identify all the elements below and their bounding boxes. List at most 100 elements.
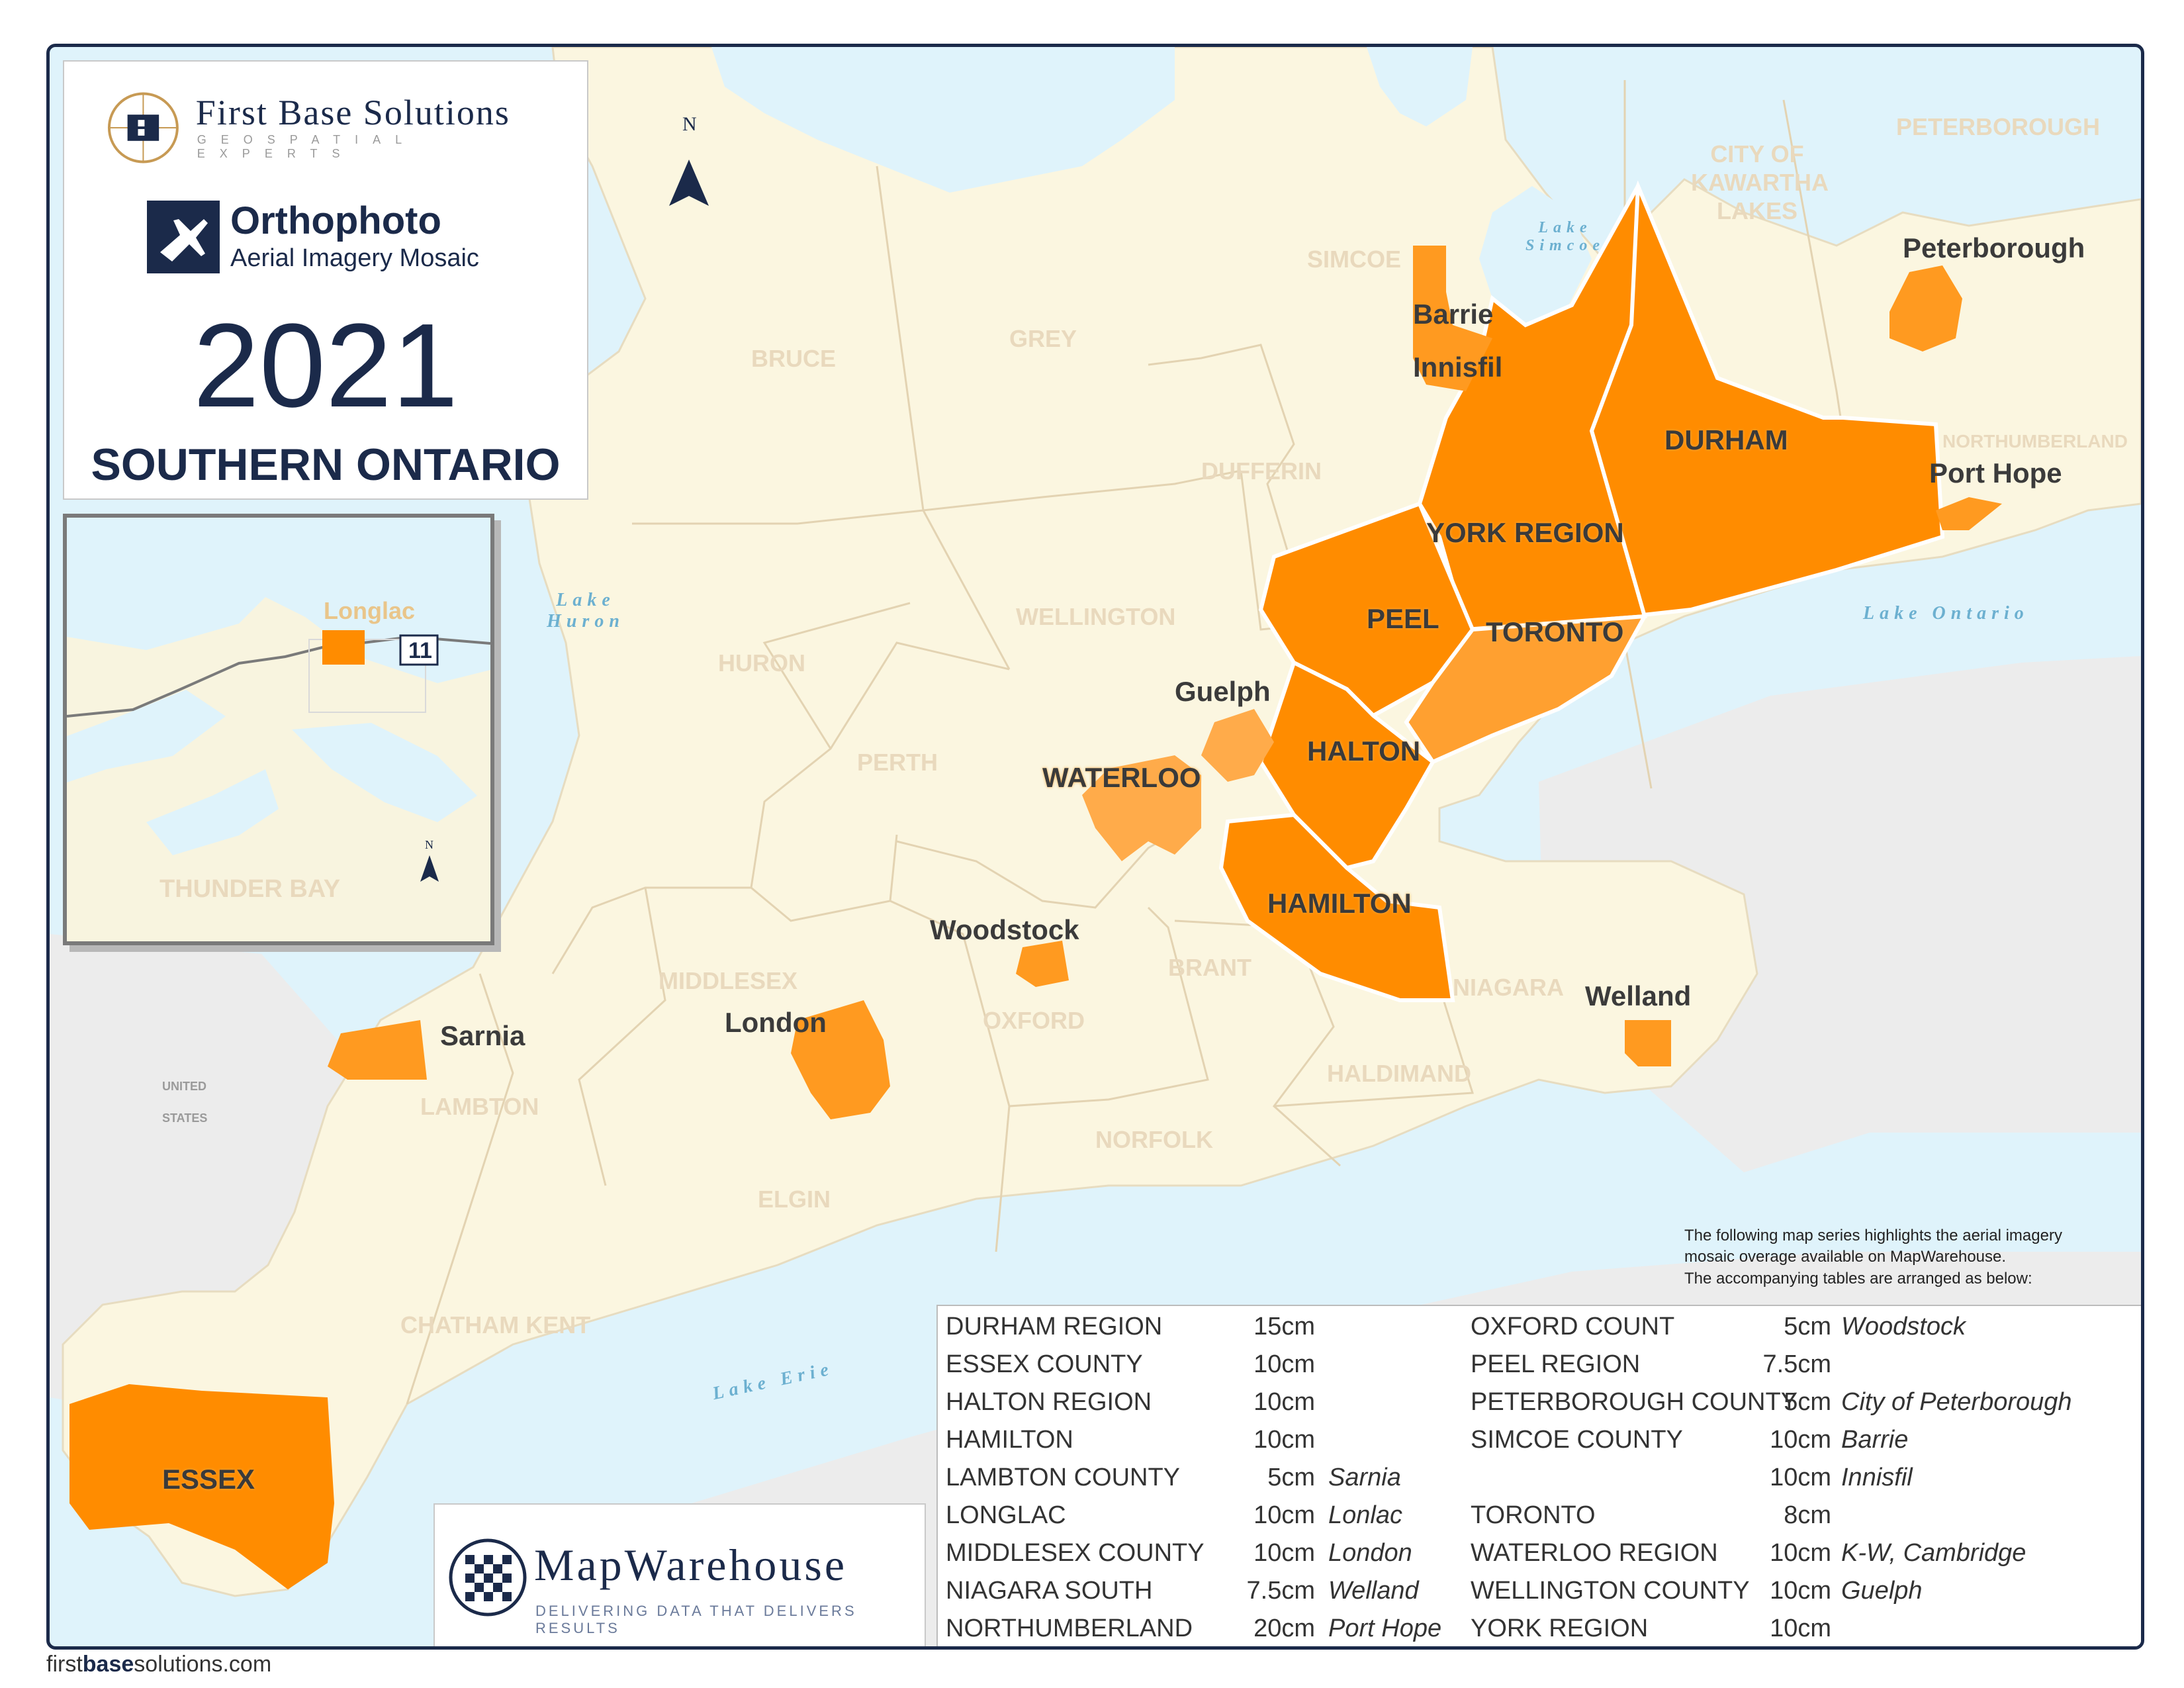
coverage-resolution: 7.5cm [1246, 1577, 1315, 1605]
city-label-port-hope: Port Hope [1929, 457, 2062, 489]
coverage-area: DURHAM REGION [946, 1313, 1163, 1340]
coverage-city: K-W, Cambridge [1841, 1539, 2026, 1567]
map-frame: BRUCE GREY SIMCOE DUFFERIN HURON WELLING… [46, 44, 2144, 1650]
coverage-resolution: 10cm [1770, 1464, 1831, 1491]
county-label-bruce: BRUCE [751, 345, 837, 372]
essex-shape [69, 1384, 334, 1589]
city-label-welland: Welland [1585, 980, 1692, 1011]
county-label-grey: GREY [1009, 325, 1077, 352]
inlet-shape [1367, 47, 1473, 126]
coverage-city: Barrie [1841, 1426, 1909, 1454]
region-label-waterloo: WATERLOO [1042, 762, 1201, 793]
georgian-bay-shape [711, 47, 1175, 193]
city-label-innisfil: Innisfil [1413, 352, 1503, 383]
coverage-area: YORK REGION [1471, 1615, 1649, 1642]
county-boundaries [406, 80, 1864, 1405]
note-line-1: The following map series highlights the … [1684, 1227, 2062, 1244]
county-label-kawartha-lakes: CITY OF KAWARTHA LAKES [1691, 140, 1829, 225]
county-label-lambton: LAMBTON [420, 1093, 539, 1120]
company-logo-row: First Base Solutions GEOSPATIAL EXPERTS [104, 88, 587, 167]
company-tagline: GEOSPATIAL EXPERTS [197, 133, 416, 160]
region-label-peel: PEEL [1367, 603, 1439, 634]
coverage-resolution: 10cm [1770, 1615, 1831, 1642]
coverage-area: LAMBTON COUNTY [946, 1464, 1181, 1491]
coverage-city: Innisfil [1841, 1464, 1913, 1491]
coverage-area: SIMCOE COUNTY [1471, 1426, 1683, 1454]
region-label-halton: HALTON [1307, 735, 1421, 767]
peterborough-shape [1889, 265, 1962, 352]
inset-map-graphic [67, 518, 490, 882]
inset-label-thunder-bay: THUNDER BAY [159, 875, 341, 903]
waterloo-shape [1082, 755, 1201, 861]
coverage-area: WATERLOO REGION [1471, 1539, 1718, 1567]
lake-label-ontario: Lake Ontario [1863, 603, 2029, 624]
county-label-middlesex: MIDDLESEX [659, 967, 798, 994]
county-label-perth: PERTH [857, 749, 938, 776]
hamilton-shape [1218, 812, 1455, 1002]
city-label-barrie: Barrie [1413, 299, 1494, 330]
note-line-2: mosaic overage available on MapWarehouse… [1684, 1248, 2007, 1266]
county-label-haldimand: HALDIMAND [1327, 1060, 1471, 1087]
lake-label-simcoe: Lake Simcoe [1525, 219, 1605, 254]
north-label: N [682, 113, 697, 135]
woodstock-shape [1016, 941, 1069, 987]
us-label-states: STATES [162, 1111, 208, 1125]
coverage-resolution: 10cm [1253, 1501, 1315, 1529]
coverage-resolution: 10cm [1253, 1426, 1315, 1454]
inset-north-label: N [425, 838, 433, 851]
coverage-resolution: 8cm [1784, 1501, 1831, 1529]
port-hope-shape [1936, 497, 2002, 530]
city-label-woodstock: Woodstock [930, 914, 1079, 945]
coverage-resolution: 10cm [1253, 1388, 1315, 1416]
london-shape [791, 1000, 890, 1119]
coverage-note: The following map series highlights the … [1684, 1225, 2134, 1289]
footer-url-bold: base [82, 1652, 134, 1677]
title-panel: First Base Solutions GEOSPATIAL EXPERTS … [63, 60, 588, 500]
coverage-city: City of Peterborough [1841, 1388, 2072, 1416]
footer-url[interactable]: firstbasesolutions.com [46, 1652, 271, 1677]
city-label-guelph: Guelph [1175, 676, 1271, 707]
sarnia-shape [328, 1020, 427, 1080]
coverage-city: Welland [1328, 1577, 1419, 1605]
north-arrow [669, 160, 709, 206]
coverage-area: NORTHUMBERLAND [946, 1615, 1193, 1642]
county-label-northumberland: NORTHUMBERLAND [1942, 431, 2128, 451]
coverage-resolution: 10cm [1253, 1350, 1315, 1378]
company-logo-icon [107, 92, 179, 164]
region-title: SOUTHERN ONTARIO [91, 440, 561, 490]
inset-label-longlac: Longlac [324, 597, 416, 624]
mapwarehouse-globe-icon [449, 1538, 527, 1617]
coverage-city: Woodstock [1841, 1313, 1966, 1340]
coverage-area: WELLINGTON COUNTY [1471, 1577, 1750, 1605]
coverage-resolution: 10cm [1253, 1539, 1315, 1567]
city-label-london: London [725, 1007, 827, 1038]
lake-label-huron: Lake Huron [547, 590, 625, 632]
county-label-wellington: WELLINGTON [1016, 603, 1176, 630]
county-label-huron: HURON [718, 649, 805, 677]
county-label-norfolk: NORFOLK [1095, 1126, 1213, 1153]
mapwarehouse-tagline: DELIVERING DATA THAT DELIVERS RESULTS [535, 1603, 857, 1636]
coverage-city: Port Hope [1328, 1615, 1442, 1642]
city-label-peterborough: Peterborough [1903, 232, 2085, 263]
coverage-city: Lonlac [1328, 1501, 1402, 1529]
region-label-hamilton: HAMILTON [1267, 888, 1412, 919]
lake-simcoe-shape [1479, 186, 1592, 325]
coverage-area: PETERBOROUGH COUNTY [1471, 1388, 1798, 1416]
city-label-sarnia: Sarnia [440, 1020, 525, 1051]
coverage-resolution: 20cm [1253, 1615, 1315, 1642]
coverage-area: NIAGARA SOUTH [946, 1577, 1153, 1605]
coverage-resolution: 10cm [1770, 1539, 1831, 1567]
company-name: First Base Solutions [195, 93, 510, 132]
coverage-area: MIDDLESEX COUNTY [946, 1539, 1205, 1567]
welland-shape [1625, 1020, 1671, 1066]
mapwarehouse-panel: MapWarehouse DELIVERING DATA THAT DELIVE… [433, 1503, 926, 1646]
coverage-resolution: 15cm [1253, 1313, 1315, 1340]
county-label-dufferin: DUFFERIN [1201, 457, 1322, 485]
guelph-shape [1201, 709, 1274, 782]
year-title: 2021 [193, 299, 459, 432]
coverage-resolution: 5cm [1267, 1464, 1315, 1491]
coverage-resolution: 10cm [1770, 1577, 1831, 1605]
coverage-area: HAMILTON [946, 1426, 1073, 1454]
county-label-simcoe: SIMCOE [1307, 246, 1402, 273]
product-heading: Orthophoto Aerial Imagery Mosaic [147, 201, 479, 273]
